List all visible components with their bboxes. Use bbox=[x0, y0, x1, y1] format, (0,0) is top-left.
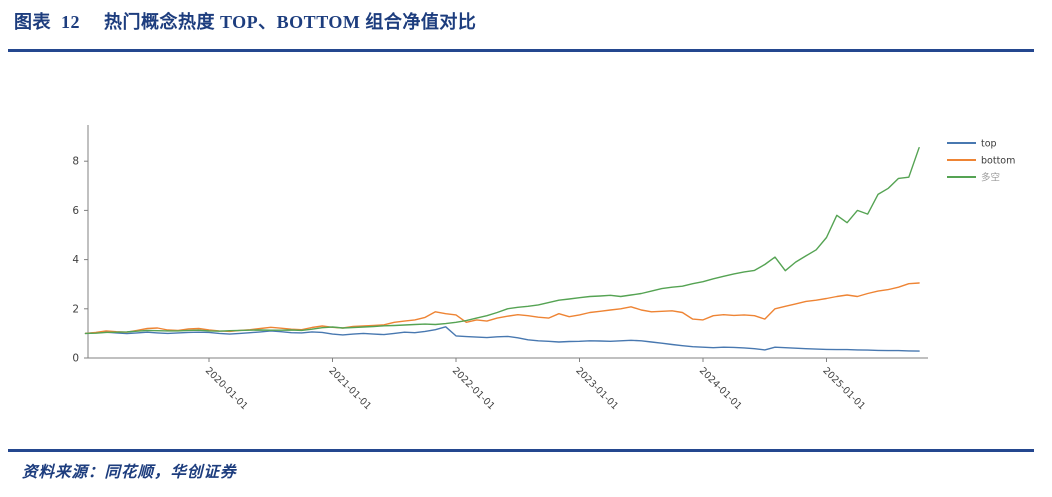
figure-title: 热门概念热度 TOP、BOTTOM 组合净值对比 bbox=[104, 12, 477, 32]
figure-label: 图表 12 bbox=[14, 12, 80, 32]
footer-divider bbox=[8, 449, 1034, 452]
y-tick-label: 4 bbox=[72, 254, 79, 266]
legend-label: top bbox=[981, 139, 997, 150]
y-tick-label: 6 bbox=[72, 205, 79, 217]
x-tick-label: 2021-01-01 bbox=[326, 365, 373, 412]
x-tick-label: 2020-01-01 bbox=[203, 365, 250, 412]
y-tick-label: 2 bbox=[72, 303, 79, 315]
legend-label: bottom bbox=[981, 156, 1015, 167]
header-divider bbox=[8, 49, 1034, 52]
series-line-long-short bbox=[84, 146, 920, 335]
source-label: 资料来源： bbox=[22, 464, 105, 481]
x-tick-label: 2025-01-01 bbox=[820, 365, 867, 412]
figure-header: 图表 12 热门概念热度 TOP、BOTTOM 组合净值对比 bbox=[14, 8, 476, 34]
source-text: 同花顺，华创证券 bbox=[104, 464, 237, 481]
series-line-bottom bbox=[84, 282, 920, 335]
x-tick-label: 2024-01-01 bbox=[697, 365, 744, 412]
y-tick-label: 0 bbox=[72, 353, 79, 365]
x-tick-label: 2022-01-01 bbox=[450, 365, 497, 412]
source-note: 资料来源：同花顺，华创证券 bbox=[22, 460, 237, 482]
legend-label: 多空 bbox=[981, 172, 1000, 184]
x-tick-label: 2023-01-01 bbox=[573, 365, 620, 412]
series-line-top bbox=[84, 326, 920, 352]
y-tick-label: 8 bbox=[72, 156, 79, 168]
